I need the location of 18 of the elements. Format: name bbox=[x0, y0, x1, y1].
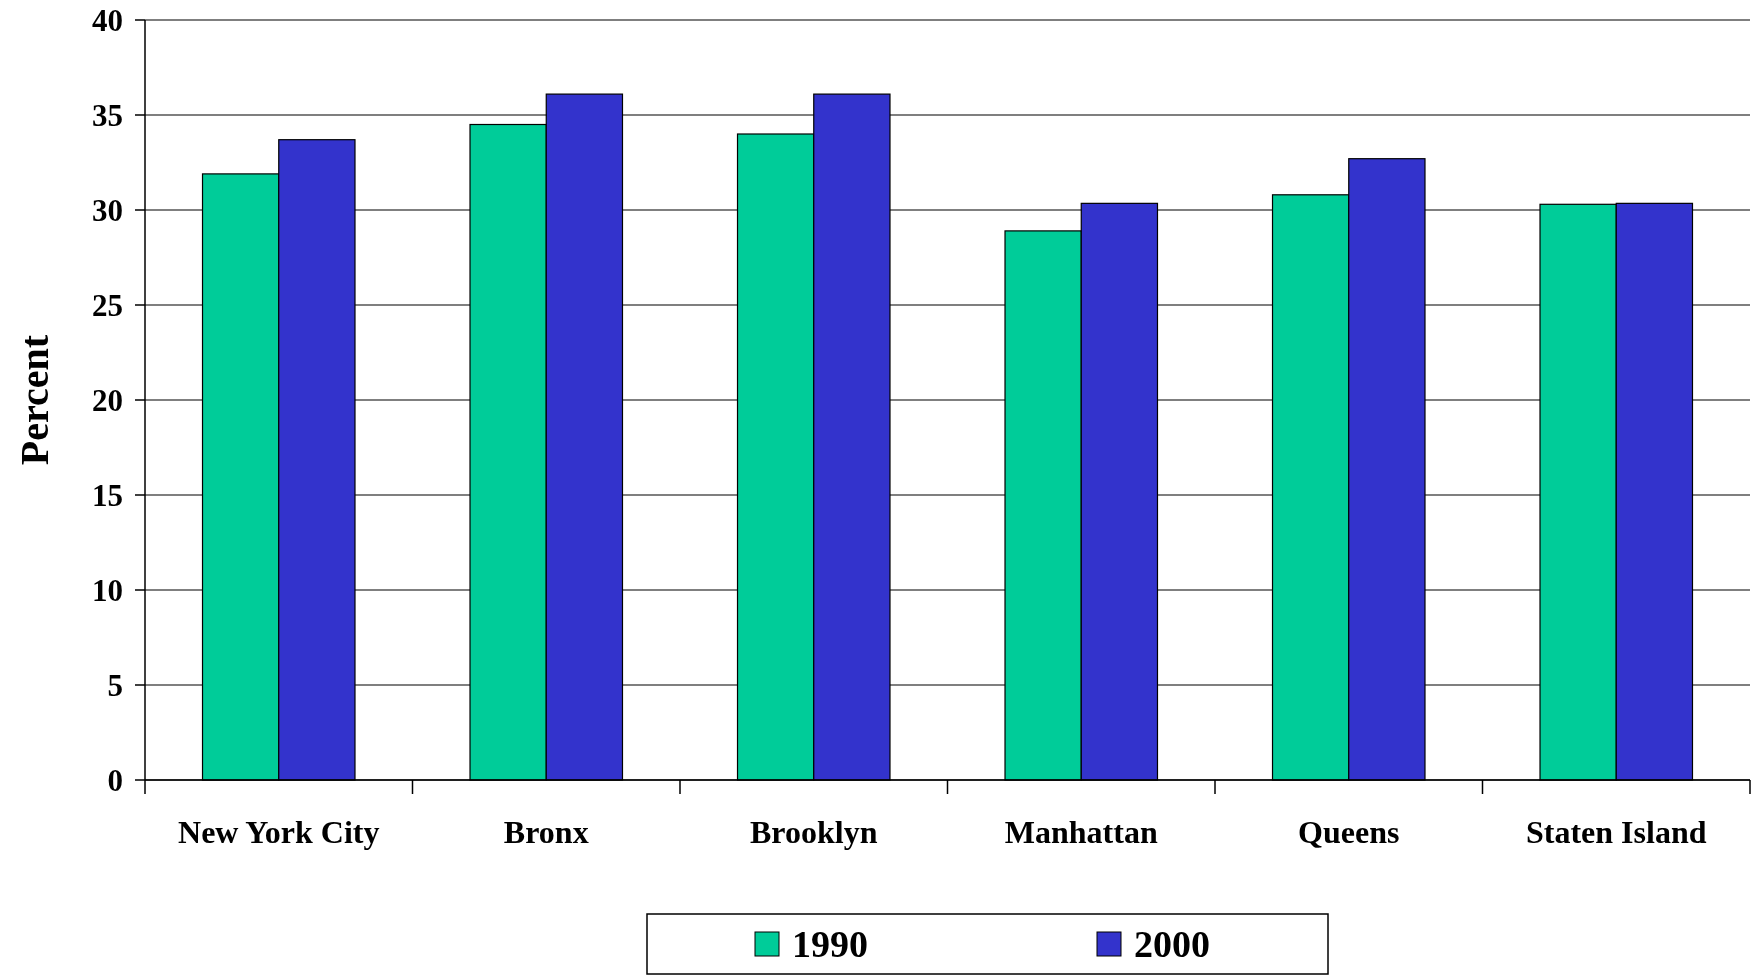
x-tick-label: Staten Island bbox=[1526, 814, 1707, 850]
x-tick-label: Bronx bbox=[503, 814, 589, 850]
y-tick-label: 35 bbox=[92, 97, 123, 133]
legend-label: 1990 bbox=[792, 923, 868, 966]
x-tick-label: Manhattan bbox=[1004, 814, 1158, 850]
y-tick-label: 30 bbox=[92, 192, 123, 228]
y-tick-label: 15 bbox=[92, 477, 123, 513]
y-tick-label: 10 bbox=[92, 572, 123, 608]
y-tick-label: 0 bbox=[107, 762, 123, 798]
y-tick-label: 20 bbox=[92, 382, 123, 418]
y-tick-label: 40 bbox=[92, 2, 123, 38]
legend-label: 2000 bbox=[1134, 923, 1210, 966]
y-axis-title: Percent bbox=[12, 334, 57, 466]
x-tick-label: New York City bbox=[178, 814, 380, 850]
x-tick-label: Queens bbox=[1298, 814, 1400, 850]
y-tick-label: 5 bbox=[107, 667, 123, 703]
x-tick-label: Brooklyn bbox=[750, 814, 878, 850]
y-tick-label: 25 bbox=[92, 287, 123, 323]
